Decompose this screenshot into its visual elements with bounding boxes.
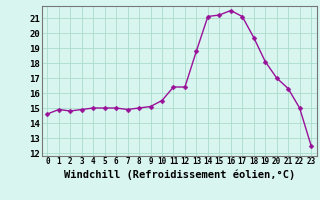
X-axis label: Windchill (Refroidissement éolien,°C): Windchill (Refroidissement éolien,°C) [64,169,295,180]
